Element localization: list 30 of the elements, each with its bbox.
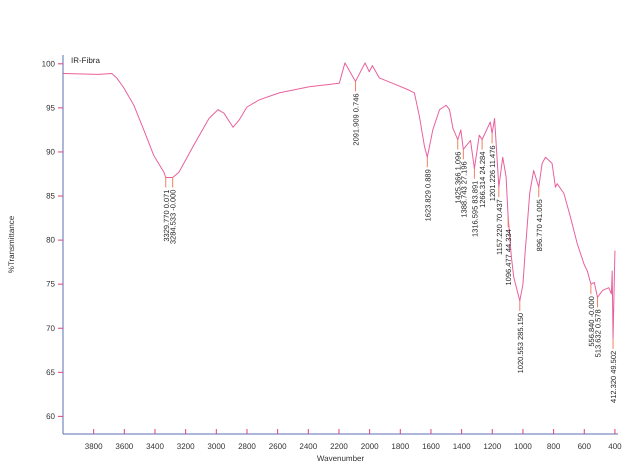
x-tick-label: 2800 (238, 442, 256, 452)
x-tick-label: 2600 (268, 442, 288, 452)
y-tick-label: 95 (46, 103, 56, 112)
y-tick-label: 85 (46, 192, 56, 201)
x-tick-label: 1800 (391, 442, 410, 452)
x-tick-label: 3400 (146, 442, 164, 452)
y-tick-label: 75 (46, 280, 56, 289)
x-axis-title: Wavenumber (316, 454, 364, 463)
x-tick-label: 400 (608, 442, 622, 452)
x-tick-label: 3800 (84, 442, 104, 452)
y-tick-label: 70 (46, 324, 56, 333)
x-tick-label: 1200 (483, 442, 502, 452)
x-tick-label: 800 (546, 442, 561, 452)
y-axis-title: %Transmittance (7, 215, 16, 274)
x-tick-label: 3600 (115, 442, 134, 452)
x-tick-label: 1000 (514, 442, 532, 452)
y-tick-label: 90 (46, 148, 56, 157)
x-tick-label: 2000 (360, 442, 380, 452)
x-tick-label: 600 (578, 442, 592, 452)
x-tick-label: 3000 (207, 442, 226, 452)
y-tick-label: 100 (42, 59, 56, 68)
series-label: IR-Fibra (71, 56, 100, 65)
x-tick-label: 2400 (299, 442, 318, 452)
x-tick-label: 1400 (452, 442, 472, 452)
x-tick-label: 2200 (330, 442, 348, 452)
y-tick-label: 65 (46, 368, 56, 377)
x-tick-label: 1600 (422, 442, 440, 452)
y-tick-label: 60 (46, 412, 56, 421)
x-tick-label: 3200 (176, 442, 196, 452)
y-tick-label: 80 (46, 236, 56, 245)
